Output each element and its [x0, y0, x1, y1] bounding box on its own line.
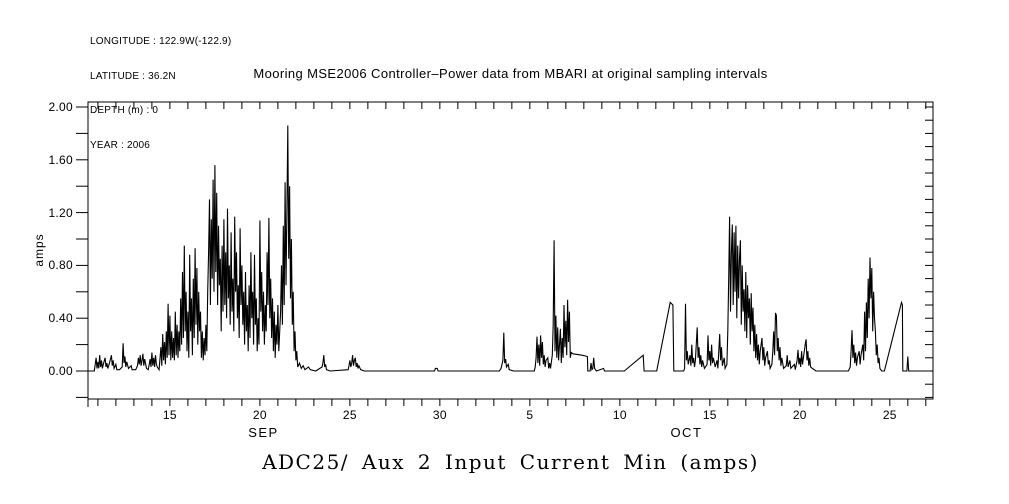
bottom-caption: ADC25/ Aux 2 Input Current Min (amps) — [262, 450, 759, 474]
x-tick-label: 15 — [702, 408, 717, 422]
y-tick-label: 0.00 — [48, 364, 73, 378]
metadata-depth: DEPTH (m) : 0 — [90, 105, 159, 116]
y-tick-label: 2.00 — [48, 100, 73, 114]
data-series-line — [88, 125, 933, 372]
y-tick-label: 1.60 — [48, 152, 73, 167]
month-label-oct: OCT — [670, 425, 703, 440]
y-tick-label: 0.40 — [48, 311, 73, 326]
y-tick-label: 0.80 — [48, 258, 73, 273]
x-tick-label: 15 — [162, 408, 177, 422]
plot-frame — [87, 101, 934, 400]
x-tick-label: 25 — [882, 408, 897, 422]
x-tick-label: 5 — [526, 408, 534, 422]
x-tick-label: 30 — [432, 408, 447, 422]
x-tick-label: 25 — [342, 408, 357, 422]
metadata-longitude: LONGITUDE : 122.9W(-122.9) — [90, 36, 232, 47]
metadata-latitude: LATITUDE : 36.2N — [90, 70, 176, 82]
y-tick-label: 1.20 — [48, 205, 73, 220]
metadata-block: LONGITUDE : 122.9W(-122.9) LATITUDE : 36… — [90, 13, 231, 174]
month-label-sep: SEP — [248, 425, 279, 440]
chart-title: Mooring MSE2006 Controller–Power data fr… — [253, 66, 768, 81]
x-tick-label: 20 — [792, 408, 807, 422]
x-tick-label: 20 — [252, 408, 267, 422]
x-tick-label: 10 — [612, 408, 627, 422]
metadata-year: YEAR : 2006 — [90, 139, 151, 151]
